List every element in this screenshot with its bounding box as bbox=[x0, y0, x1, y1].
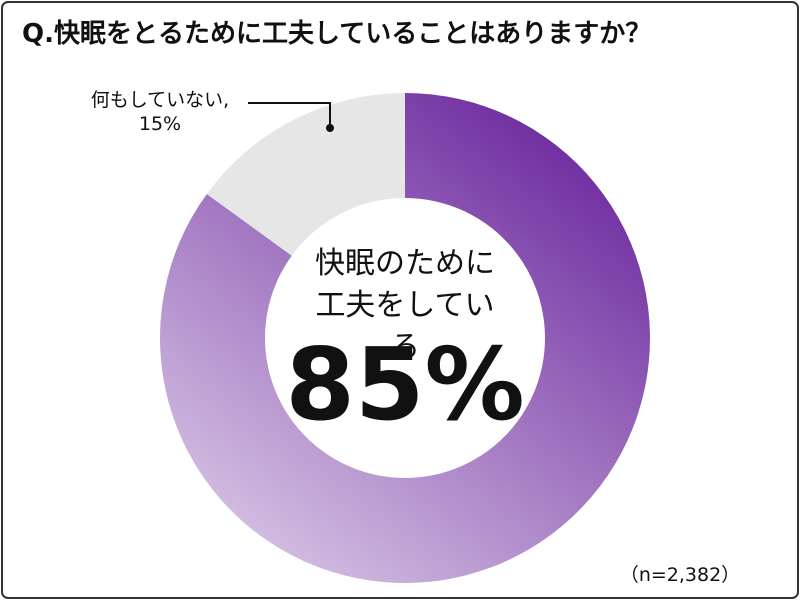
slice-label: 何もしていない, bbox=[90, 89, 230, 111]
leader-line bbox=[248, 102, 331, 126]
center-label: 快眠のために 工夫をしている bbox=[315, 246, 495, 365]
center-value: 85% bbox=[285, 326, 525, 443]
donut-slice bbox=[206, 93, 405, 256]
leader-dot bbox=[326, 124, 334, 132]
chart-title: Q.快眠をとるために工夫していることはありますか？ bbox=[22, 19, 651, 49]
slice-value-label: 15% bbox=[138, 113, 182, 135]
donut-slice bbox=[159, 93, 651, 583]
sample-note: （n=2,382） bbox=[619, 564, 741, 586]
